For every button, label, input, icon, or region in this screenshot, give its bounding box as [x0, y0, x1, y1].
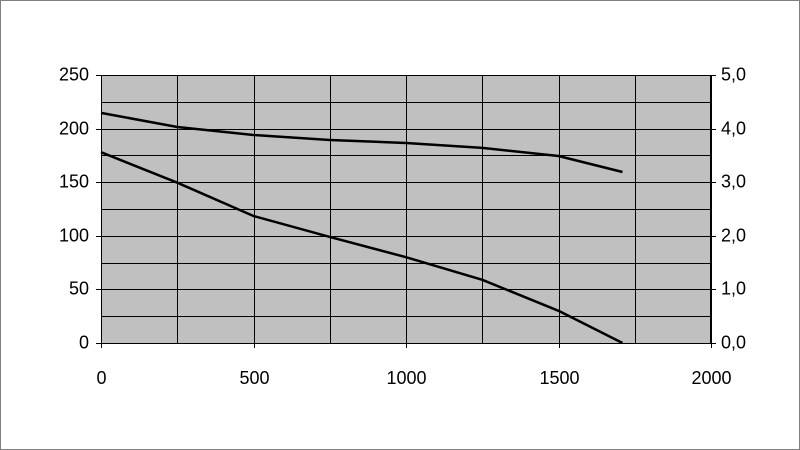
y2-tick-label: 3,0 — [721, 171, 746, 191]
y2-tick-label: 5,0 — [721, 64, 746, 84]
y2-tick-label: 0,0 — [721, 332, 746, 352]
x-tick-label: 500 — [239, 368, 269, 388]
y2-tick-label: 2,0 — [721, 225, 746, 245]
y-tick-label: 150 — [59, 171, 89, 191]
x-tick-label: 2000 — [691, 368, 731, 388]
y2-tick-label: 1,0 — [721, 278, 746, 298]
line-series — [100, 111, 623, 174]
x-tick-label: 0 — [96, 368, 106, 388]
y-tick-label: 50 — [69, 278, 89, 298]
y-tick-label: 200 — [59, 118, 89, 138]
line-series — [100, 151, 624, 345]
x-tick-label: 1500 — [539, 368, 579, 388]
y-tick-label: 0 — [79, 332, 89, 352]
x-tick-label: 1000 — [386, 368, 426, 388]
plot-border — [101, 75, 711, 344]
y-tick-label: 100 — [59, 225, 89, 245]
y-tick-label: 250 — [59, 64, 89, 84]
y2-tick-label: 4,0 — [721, 118, 746, 138]
